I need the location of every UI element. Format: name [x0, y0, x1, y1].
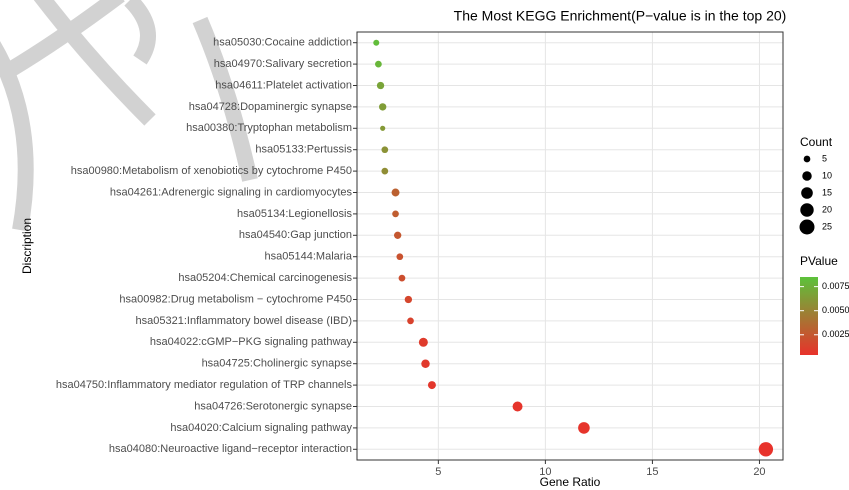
y-tick-label: hsa00380:Tryptophan metabolism: [186, 122, 352, 134]
point: [758, 442, 774, 457]
legend-label: 25: [822, 221, 832, 231]
point: [379, 103, 387, 111]
point: [380, 125, 386, 131]
y-tick-label: hsa04970:Salivary secretion: [214, 58, 352, 70]
y-tick-label: hsa04022:cGMP−PKG signaling pathway: [150, 336, 353, 348]
point: [398, 274, 406, 282]
legend-point: [801, 187, 813, 199]
y-tick-label: hsa05133:Pertussis: [255, 144, 352, 156]
point: [396, 253, 404, 261]
point: [404, 295, 413, 304]
legend-title: PValue: [800, 254, 838, 268]
chart-title: The Most KEGG Enrichment(P−value is in t…: [454, 8, 787, 24]
point: [512, 401, 523, 412]
point: [578, 422, 590, 434]
panel: [357, 32, 783, 460]
point: [373, 39, 380, 46]
y-tick-label: hsa04261:Adrenergic signaling in cardiom…: [110, 186, 353, 198]
legend-title: Count: [800, 135, 833, 149]
legend-point: [799, 219, 815, 235]
y-tick-label: hsa05134:Legionellosis: [237, 208, 352, 220]
legend-label: 10: [822, 170, 832, 180]
colorbar-label: 0.0025: [822, 329, 849, 339]
y-tick-label: hsa05144:Malaria: [265, 251, 353, 263]
y-tick-label: hsa05030:Cocaine addiction: [213, 37, 352, 49]
colorbar: [800, 277, 818, 355]
point: [407, 317, 414, 325]
point: [392, 210, 399, 218]
y-tick-label: hsa04080:Neuroactive ligand−receptor int…: [109, 443, 352, 455]
y-tick-label: hsa04611:Platelet activation: [215, 79, 352, 91]
legend-label: 5: [822, 153, 827, 163]
x-axis-title: Gene Ratio: [540, 475, 601, 489]
y-tick-label: hsa05204:Chemical carcinogenesis: [178, 272, 352, 284]
legend-point: [802, 171, 812, 181]
legend-label: 20: [822, 204, 832, 214]
x-tick-label: 10: [539, 466, 551, 478]
y-tick-label: hsa04728:Dopaminergic synapse: [189, 101, 352, 113]
legend-point: [800, 203, 814, 217]
y-tick-label: hsa05321:Inflammatory bowel disease (IBD…: [136, 315, 352, 327]
point: [418, 337, 428, 347]
point: [375, 60, 382, 68]
legend-point: [803, 155, 811, 163]
point: [393, 231, 402, 239]
watermark: [0, 0, 258, 232]
point: [421, 359, 430, 368]
y-tick-label: hsa04020:Calcium signaling pathway: [170, 422, 352, 434]
point: [376, 81, 385, 90]
point: [391, 188, 400, 197]
colorbar-label: 0.0075: [822, 281, 849, 291]
x-tick-label: 20: [753, 466, 765, 478]
y-tick-label: hsa04750:Inflammatory mediator regulatio…: [56, 379, 353, 391]
y-tick-label: hsa00980:Metabolism of xenobiotics by cy…: [71, 165, 352, 177]
point: [381, 146, 389, 154]
y-tick-label: hsa04725:Cholinergic synapse: [202, 358, 352, 370]
x-tick-label: 15: [646, 466, 658, 478]
y-axis-title: Discription: [20, 218, 34, 274]
panel-border: [356, 31, 784, 461]
y-tick-label: hsa04540:Gap junction: [239, 229, 352, 241]
colorbar-label: 0.0050: [822, 305, 849, 315]
x-tick-label: 5: [435, 466, 441, 478]
point: [427, 381, 436, 390]
legend-label: 15: [822, 187, 832, 197]
y-tick-label: hsa04726:Serotonergic synapse: [194, 400, 352, 412]
point: [381, 167, 389, 175]
y-tick-label: hsa00982:Drug metabolism − cytochrome P4…: [119, 293, 352, 305]
